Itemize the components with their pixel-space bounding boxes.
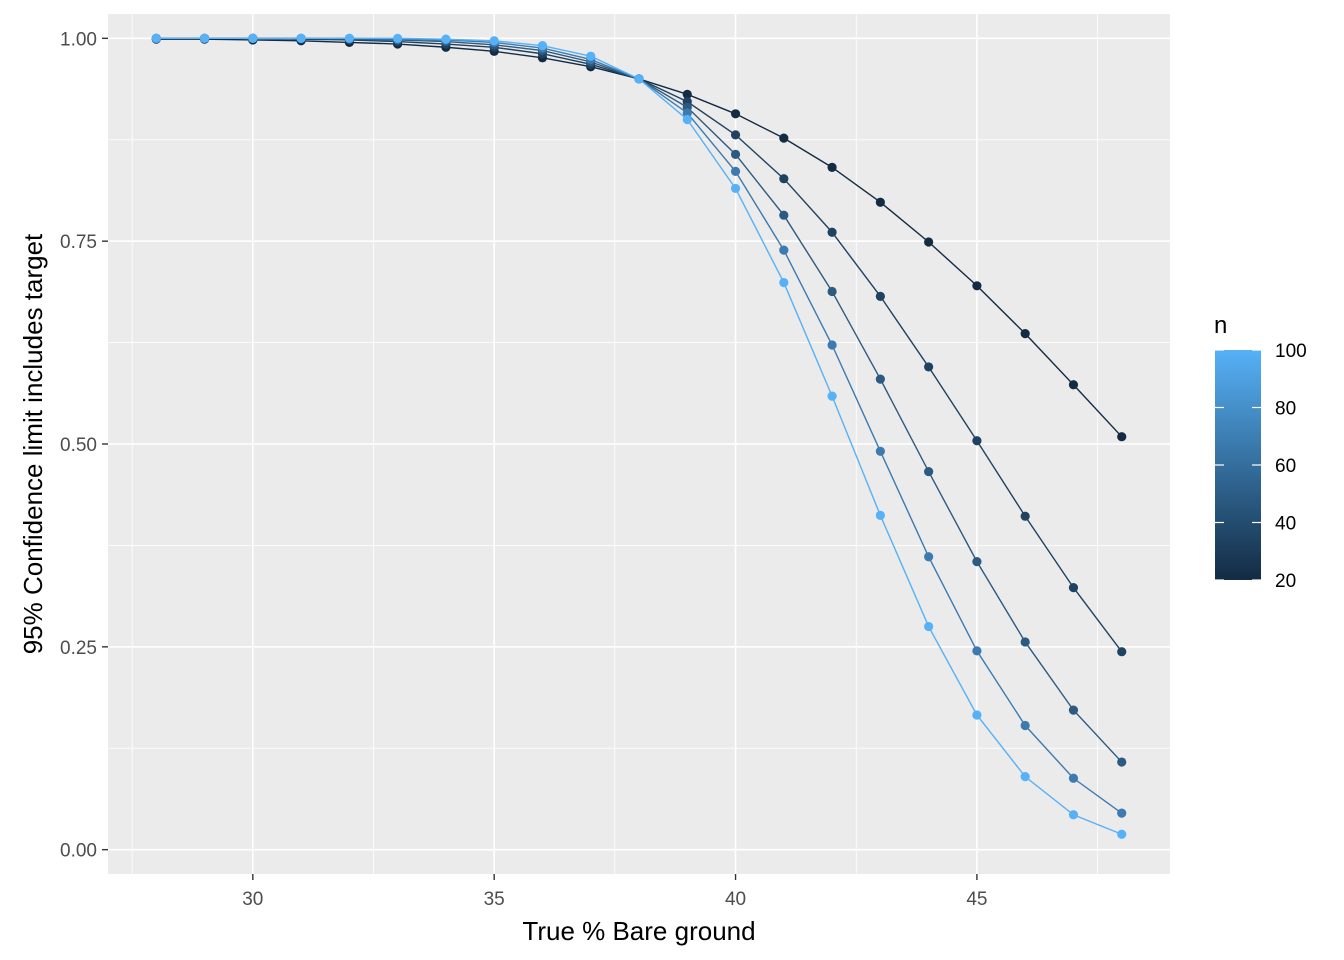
legend-tick-label: 40 (1275, 514, 1296, 535)
data-point (972, 281, 982, 291)
data-point (1117, 647, 1127, 657)
legend-tick-label: 100 (1275, 341, 1307, 362)
data-point (151, 33, 161, 43)
data-point (1068, 810, 1079, 820)
data-point (634, 74, 644, 84)
y-axis-title: 95% Confidence limit includes target (18, 233, 48, 654)
data-point (296, 33, 306, 43)
data-point (924, 552, 934, 562)
data-point (779, 277, 789, 288)
y-tick-label: 0.00 (60, 841, 97, 862)
legend-tick-label: 80 (1275, 399, 1296, 420)
data-point (1117, 829, 1127, 839)
data-point (875, 446, 885, 456)
data-point (730, 166, 741, 176)
x-axis: 30 35 40 45 (242, 874, 987, 910)
data-point (972, 646, 982, 656)
y-tick-label: 0.75 (60, 232, 97, 253)
data-point (248, 33, 258, 43)
data-point (875, 291, 885, 301)
data-point (779, 210, 789, 220)
y-axis: 0.00 0.25 0.50 0.75 1.00 (60, 29, 108, 862)
data-point (344, 33, 354, 43)
y-tick-label: 0.50 (60, 435, 97, 456)
legend-tick-label: 60 (1275, 456, 1296, 477)
data-point (1020, 511, 1030, 521)
data-point (1020, 772, 1030, 782)
data-point (730, 183, 741, 194)
data-point (1020, 329, 1030, 339)
series-layer (151, 33, 1127, 839)
data-point (827, 162, 837, 172)
data-point (199, 33, 210, 43)
data-point (827, 340, 837, 350)
data-point (730, 149, 741, 159)
data-point (972, 710, 982, 720)
data-point (1117, 808, 1127, 818)
data-point (924, 237, 934, 247)
data-point (827, 391, 837, 401)
x-tick-label: 35 (484, 889, 505, 910)
data-point (730, 130, 741, 140)
data-point (1020, 720, 1030, 731)
data-point (827, 286, 837, 297)
data-point (779, 245, 789, 255)
data-point (1117, 757, 1127, 767)
data-point (972, 557, 982, 567)
data-point (827, 227, 837, 237)
legend-title: n (1214, 312, 1227, 339)
x-tick-label: 30 (242, 889, 263, 910)
data-point (1068, 705, 1079, 715)
legend-tick-label: 20 (1275, 571, 1296, 592)
data-point (779, 174, 789, 184)
data-point (537, 41, 548, 51)
data-point (924, 621, 934, 632)
data-point (779, 133, 789, 143)
y-tick-label: 1.00 (60, 29, 97, 50)
data-point (875, 510, 885, 520)
x-axis-title: True % Bare ground (522, 916, 755, 946)
data-point (972, 436, 982, 446)
data-point (1068, 380, 1079, 390)
data-point (393, 33, 403, 43)
data-point (682, 89, 692, 99)
data-point (441, 34, 451, 44)
data-point (682, 114, 692, 125)
x-tick-label: 40 (725, 889, 746, 910)
data-point (489, 36, 499, 46)
colorbar-ticks: 20 40 60 80 100 (1215, 341, 1307, 592)
data-point (1117, 432, 1127, 442)
data-point (1068, 583, 1079, 593)
series-n-100 (151, 33, 1127, 839)
data-point (1068, 773, 1079, 783)
data-point (682, 108, 692, 118)
legend: n 20 40 60 80 100 (1214, 312, 1307, 592)
y-tick-label: 0.25 (60, 638, 97, 659)
data-point (730, 109, 741, 119)
data-point (875, 197, 885, 207)
data-point (875, 374, 885, 384)
data-point (586, 51, 596, 61)
data-point (924, 362, 934, 372)
data-point (1020, 637, 1030, 647)
data-point (924, 466, 934, 477)
x-tick-label: 45 (966, 889, 987, 910)
